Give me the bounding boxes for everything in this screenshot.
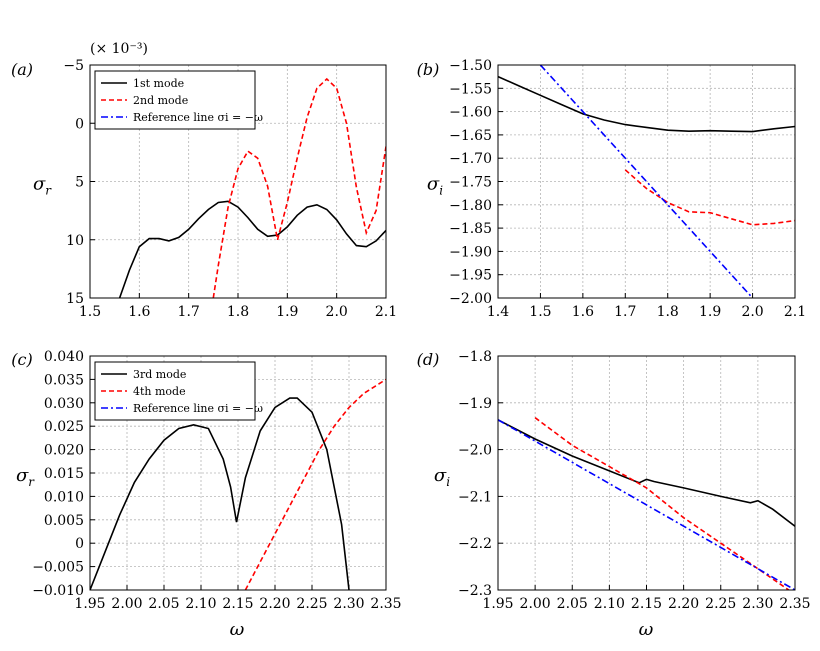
panel-a-xtick-label: 2.0 bbox=[326, 304, 348, 320]
panel-b-ytick-label: −1.75 bbox=[449, 175, 492, 191]
panel-a-xtick-label: 1.5 bbox=[79, 304, 101, 320]
panel-b-ytick-label: −1.60 bbox=[449, 105, 492, 121]
panel-b-ytick-label: −1.80 bbox=[449, 198, 492, 214]
panel-d-xtick-label: 2.30 bbox=[742, 596, 773, 612]
panel-b-frame bbox=[497, 64, 796, 299]
panel-d-ytick-label: −2.2 bbox=[458, 536, 492, 552]
panel-b-label: (b) bbox=[417, 60, 440, 79]
panel-c-ytick-label: 0.015 bbox=[44, 466, 84, 482]
panel-d-series-3-line bbox=[498, 419, 795, 590]
panel-a-label: (a) bbox=[11, 60, 33, 79]
panel-d-xtick-label: 2.35 bbox=[779, 596, 810, 612]
panel-c-xtick-label: 2.10 bbox=[185, 596, 216, 612]
panel-d-xtick-label: 1.95 bbox=[482, 596, 513, 612]
panel-a-legend-label-3: Reference line σi = −ω bbox=[133, 111, 263, 124]
panel-b-ytick-label: −1.70 bbox=[449, 151, 492, 167]
panel-b-ytick-label: −1.50 bbox=[449, 58, 492, 74]
panel-b-ytick-label: −2.00 bbox=[449, 291, 492, 307]
panel-d-xtick-label: 2.10 bbox=[594, 596, 625, 612]
panel-d-ytick-label: −2.3 bbox=[458, 583, 492, 599]
panel-b-ytick-label: −1.55 bbox=[449, 81, 492, 97]
panel-c-ytick-label: 0.035 bbox=[44, 372, 84, 388]
xlabel-c: ω bbox=[230, 619, 245, 640]
panel-c-ytick-label: 0.010 bbox=[44, 489, 84, 505]
panel-d-ytick-label: −2.1 bbox=[458, 489, 492, 505]
panel-c-ytick-label: 0.005 bbox=[44, 513, 84, 529]
panel-b-ytick-label: −1.85 bbox=[449, 221, 492, 237]
panel-b-ytick-label: −1.65 bbox=[449, 128, 492, 144]
panel-b-series-2-line bbox=[624, 169, 795, 226]
panel-d-xtick-label: 2.05 bbox=[557, 596, 588, 612]
panel-a-xtick-label: 2.1 bbox=[375, 304, 397, 320]
panel-b-xtick-label: 1.6 bbox=[572, 304, 594, 320]
panel-d-frame bbox=[497, 355, 796, 591]
panel-b-xtick-label: 1.5 bbox=[529, 304, 551, 320]
panel-c-ytick-label: −0.005 bbox=[32, 560, 84, 576]
panel-a-xtick-label: 1.8 bbox=[227, 304, 249, 320]
panel-b-xtick-label: 2.1 bbox=[784, 304, 806, 320]
panel-c-ytick-label: 0.030 bbox=[44, 396, 84, 412]
panel-b-xtick-label: 1.8 bbox=[657, 304, 679, 320]
panel-c-series-1-line bbox=[90, 397, 350, 590]
panel-a-ytick-label: 0 bbox=[75, 116, 84, 132]
panel-c-ylabel: σr bbox=[16, 465, 35, 489]
panel-b-xtick-label: 1.9 bbox=[699, 304, 721, 320]
panel-c-xtick-label: 2.00 bbox=[111, 596, 142, 612]
panel-c-ytick-label: −0.010 bbox=[32, 583, 84, 599]
panel-d-ytick-label: −1.9 bbox=[458, 396, 492, 412]
panel-a-xtick-label: 1.7 bbox=[178, 304, 200, 320]
panel-a-ytick-label: 15 bbox=[66, 291, 84, 307]
panel-c-xtick-label: 2.20 bbox=[259, 596, 290, 612]
panel-a-ylabel: σr bbox=[33, 174, 52, 198]
panel-a-ytick-label: 5 bbox=[75, 175, 84, 191]
panel-c-ytick-label: 0.040 bbox=[44, 349, 84, 365]
panel-d-xtick-label: 2.20 bbox=[668, 596, 699, 612]
panel-c-xtick-label: 2.05 bbox=[148, 596, 179, 612]
panel-d-xtick-label: 2.25 bbox=[705, 596, 736, 612]
panel-a-frame bbox=[89, 64, 387, 299]
panel-c-xtick-label: 2.30 bbox=[333, 596, 364, 612]
panel-c-xtick-label: 2.25 bbox=[296, 596, 327, 612]
panel-d-label: (d) bbox=[417, 350, 440, 369]
panel-b-ytick-label: −1.90 bbox=[449, 244, 492, 260]
panel-d-series-2-line bbox=[534, 417, 791, 590]
panel-a-multiplier: (× 10⁻³) bbox=[90, 41, 148, 57]
panel-b-xtick-label: 1.4 bbox=[487, 304, 509, 320]
panel-c-ytick-label: 0.020 bbox=[44, 443, 84, 459]
panel-d-xtick-label: 2.00 bbox=[520, 596, 551, 612]
panel-c-xtick-label: 2.35 bbox=[370, 596, 401, 612]
panel-a-series-2-line bbox=[212, 77, 386, 298]
panel-a-legend-label-1: 1st mode bbox=[133, 77, 184, 90]
panel-a-xtick-label: 1.9 bbox=[276, 304, 298, 320]
panel-c-xtick-label: 2.15 bbox=[222, 596, 253, 612]
xlabel-d: ω bbox=[639, 619, 654, 640]
panel-d-series-1-line bbox=[498, 419, 795, 527]
panel-c-legend-label-2: 4th mode bbox=[133, 385, 186, 398]
panel-a-ytick-label: 10 bbox=[66, 233, 84, 249]
panel-b-xtick-label: 1.7 bbox=[614, 304, 636, 320]
panel-b-xtick-label: 2.0 bbox=[741, 304, 763, 320]
panel-c-legend-label-3: Reference line σi = −ω bbox=[133, 402, 263, 415]
panel-c-legend-label-1: 3rd mode bbox=[133, 368, 186, 381]
panel-c-series-2-line bbox=[244, 378, 386, 590]
panel-d-ylabel: σi bbox=[434, 465, 450, 489]
panel-c-frame bbox=[89, 355, 387, 591]
panel-b-ytick-label: −1.95 bbox=[449, 268, 492, 284]
panel-a-xtick-label: 1.6 bbox=[128, 304, 150, 320]
panel-b-series-1-line bbox=[498, 75, 795, 133]
panel-c-label: (c) bbox=[11, 350, 32, 369]
panel-b-ylabel: σi bbox=[427, 174, 443, 198]
panel-d-xtick-label: 2.15 bbox=[631, 596, 662, 612]
panel-d-ytick-label: −2.0 bbox=[458, 443, 492, 459]
panel-c-xtick-label: 1.95 bbox=[74, 596, 105, 612]
panel-a-legend-label-2: 2nd mode bbox=[133, 94, 188, 107]
panel-a-ytick-label: −5 bbox=[63, 58, 84, 74]
panel-a-series-1-line bbox=[118, 200, 386, 298]
panel-c-ytick-label: 0.025 bbox=[44, 419, 84, 435]
panel-c-ytick-label: 0 bbox=[75, 536, 84, 552]
panel-d-ytick-label: −1.8 bbox=[458, 349, 492, 365]
